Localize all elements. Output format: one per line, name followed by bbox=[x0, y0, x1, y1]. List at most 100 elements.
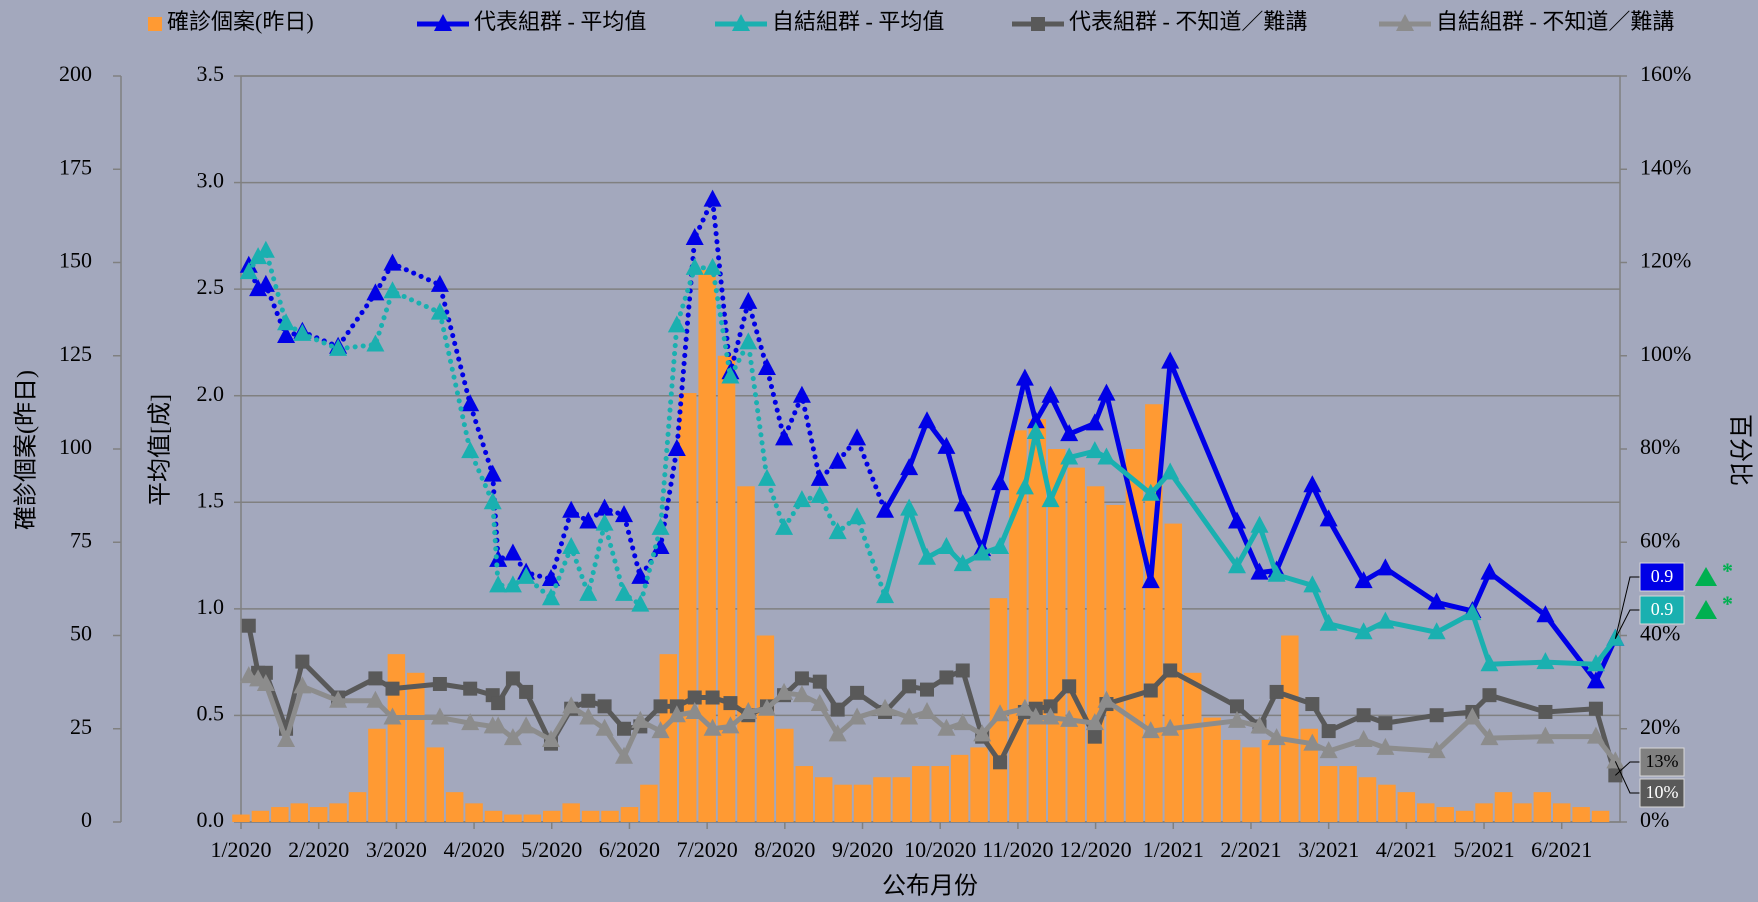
y3-tick-label: 100% bbox=[1640, 341, 1691, 366]
marker bbox=[1429, 708, 1444, 723]
marker bbox=[902, 679, 917, 694]
marker bbox=[1161, 462, 1180, 480]
marker bbox=[1427, 741, 1446, 759]
marker bbox=[491, 696, 506, 711]
marker bbox=[900, 458, 919, 476]
marker bbox=[1354, 729, 1373, 747]
marker bbox=[277, 326, 296, 344]
marker bbox=[792, 385, 811, 403]
y-tick-label: 25 bbox=[70, 714, 92, 739]
y-tick-label: 175 bbox=[59, 154, 92, 179]
end-label: 10% bbox=[1646, 782, 1679, 802]
marker bbox=[1227, 556, 1246, 574]
marker bbox=[1303, 733, 1322, 751]
marker bbox=[519, 684, 534, 699]
bar bbox=[465, 803, 483, 822]
marker bbox=[1586, 671, 1605, 689]
marker bbox=[1141, 571, 1160, 589]
marker bbox=[1227, 511, 1246, 529]
marker bbox=[1060, 709, 1079, 727]
marker bbox=[1356, 708, 1371, 723]
marker bbox=[1041, 707, 1060, 725]
y-axis-title: 確診個案(昨日) bbox=[13, 370, 40, 530]
flag-icon bbox=[1695, 600, 1717, 619]
bar bbox=[1242, 747, 1260, 822]
marker bbox=[383, 707, 402, 725]
bar bbox=[834, 784, 852, 822]
legend-label: 確診個案(昨日) bbox=[167, 9, 314, 34]
marker bbox=[631, 710, 650, 728]
marker bbox=[937, 718, 956, 736]
marker bbox=[810, 485, 829, 503]
bar bbox=[1183, 672, 1202, 822]
marker bbox=[631, 566, 650, 584]
marker bbox=[1606, 751, 1625, 769]
bar bbox=[445, 792, 464, 822]
marker bbox=[1303, 575, 1322, 593]
marker bbox=[812, 674, 827, 689]
bar bbox=[717, 355, 736, 822]
y-tick-label: 150 bbox=[59, 248, 92, 273]
bar bbox=[1106, 504, 1124, 822]
bar bbox=[348, 792, 367, 822]
marker bbox=[562, 500, 581, 518]
marker bbox=[937, 436, 956, 454]
marker bbox=[581, 693, 596, 708]
bar bbox=[271, 807, 289, 822]
bar bbox=[543, 810, 561, 822]
marker bbox=[1026, 421, 1045, 439]
y2-tick-label: 1.0 bbox=[197, 594, 225, 619]
marker bbox=[461, 441, 480, 459]
y3-tick-label: 160% bbox=[1640, 61, 1691, 86]
marker bbox=[1267, 564, 1286, 582]
marker bbox=[463, 681, 478, 696]
marker bbox=[1427, 592, 1446, 610]
marker bbox=[1354, 622, 1373, 640]
marker bbox=[295, 654, 310, 669]
marker bbox=[461, 394, 480, 412]
bar bbox=[970, 747, 988, 822]
bar bbox=[1222, 739, 1241, 822]
marker bbox=[1026, 707, 1045, 725]
bar bbox=[1028, 419, 1047, 822]
bar bbox=[795, 766, 813, 822]
marker bbox=[703, 189, 722, 207]
marker bbox=[517, 716, 536, 734]
marker bbox=[1015, 698, 1034, 716]
bar bbox=[756, 635, 775, 822]
marker bbox=[1250, 716, 1269, 734]
marker bbox=[685, 257, 704, 275]
marker bbox=[1026, 411, 1045, 429]
marker bbox=[597, 699, 612, 714]
bar bbox=[329, 803, 347, 822]
marker bbox=[1141, 721, 1160, 739]
marker bbox=[973, 724, 992, 742]
marker bbox=[991, 473, 1010, 491]
y2-tick-label: 0.5 bbox=[197, 700, 225, 725]
marker bbox=[329, 690, 348, 708]
y2-tick-label: 0.0 bbox=[197, 807, 225, 832]
bar bbox=[1048, 449, 1066, 822]
marker bbox=[1586, 726, 1605, 744]
bar bbox=[523, 814, 542, 822]
bar bbox=[368, 728, 386, 822]
marker bbox=[615, 583, 634, 601]
marker bbox=[1031, 17, 1045, 31]
marker bbox=[685, 701, 704, 719]
y2-tick-label: 3.0 bbox=[197, 168, 225, 193]
marker bbox=[277, 729, 296, 747]
end-note: * bbox=[1722, 591, 1733, 616]
bar bbox=[1552, 803, 1571, 822]
x-axis-title: 公布月份 bbox=[882, 873, 978, 900]
marker bbox=[1269, 684, 1284, 699]
marker bbox=[541, 588, 560, 606]
marker bbox=[732, 14, 750, 31]
marker bbox=[953, 554, 972, 572]
marker bbox=[757, 468, 776, 486]
marker bbox=[705, 690, 720, 705]
marker bbox=[1396, 14, 1414, 31]
marker bbox=[973, 543, 992, 561]
bar bbox=[1358, 777, 1377, 822]
end-label-box bbox=[1639, 778, 1685, 808]
marker bbox=[258, 665, 273, 680]
